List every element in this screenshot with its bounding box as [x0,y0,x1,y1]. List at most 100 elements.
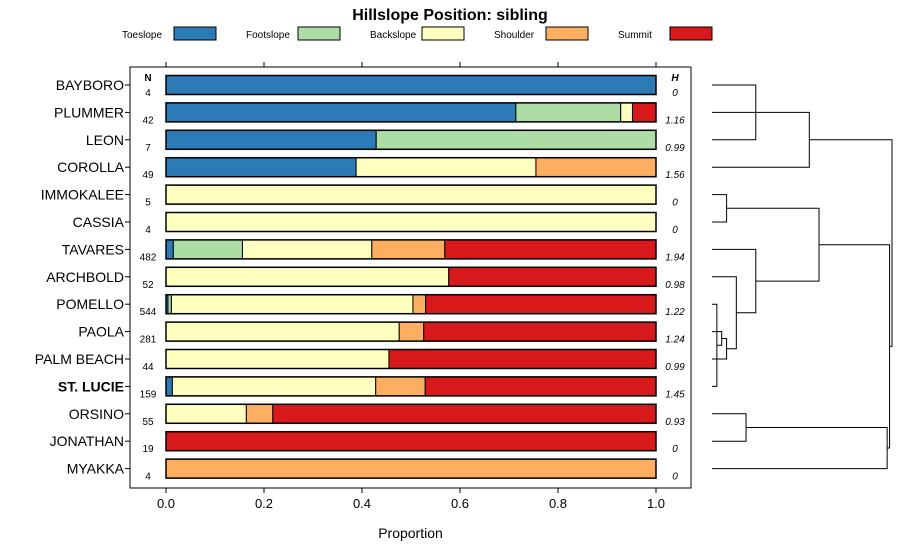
bar-pomello-summit [425,294,657,315]
category-label-corolla: COROLLA [57,159,125,175]
n-value-archbold: 52 [142,280,154,291]
bar-outline-jonathan [165,430,657,452]
bar-outline-pomello [165,293,657,315]
n-value-cassia: 4 [145,225,151,236]
n-value-tavares: 482 [140,252,157,263]
chart-title: Hillslope Position: sibling [352,7,548,24]
x-tick-label: 1.0 [647,496,665,511]
category-label-bayboro: BAYBORO [56,77,124,93]
dendrogram-link-6 [712,413,747,442]
legend-label-backslope: Backslope [370,30,417,41]
bar-tavares-toeslope [165,239,174,260]
h-value-st-lucie: 1.45 [665,389,685,400]
plot-frame [129,66,692,489]
bar-st-lucie-toeslope [165,376,173,397]
h-value-immokalee: 0 [672,198,678,209]
bar-pomello-backslope [170,294,414,315]
bar-corolla-toeslope [165,157,357,178]
bar-paola-summit [423,321,657,342]
legend-swatch-footslope [297,26,341,41]
n-value-palm-beach: 44 [142,362,154,373]
n-value-plummer: 42 [142,115,154,126]
category-label-cassia: CASSIA [73,214,125,230]
bar-jonathan-summit [165,431,657,452]
bar-paola-backslope [165,321,400,342]
category-label-archbold: ARCHBOLD [46,269,124,285]
bar-outline-bayboro [165,74,657,96]
h-value-myakka: 0 [672,472,678,483]
legend-swatch-summit [669,26,713,41]
bar-outline-orsino [165,403,657,425]
bar-outline-palm-beach [165,348,657,370]
bar-archbold-summit [448,266,657,287]
legend-swatch-backslope [421,26,465,41]
bar-outline-myakka [165,458,657,479]
bar-archbold-backslope [165,266,450,287]
bar-orsino-backslope [165,403,247,424]
bar-paola-shoulder [398,321,425,342]
bar-myakka-shoulder [165,458,657,479]
category-label-palm-beach: PALM BEACH [35,351,124,367]
bar-tavares-summit [444,239,657,260]
dendrogram-link-8 [712,248,757,314]
bar-outline-leon [165,129,657,151]
legend-swatch-toeslope [173,26,217,41]
bar-leon-toeslope [165,129,377,150]
category-label-tavares: TAVARES [62,241,124,257]
dendrogram-link-2 [712,194,728,223]
n-value-st-lucie: 159 [140,389,157,400]
category-label-leon: LEON [86,132,124,148]
n-header: N [144,73,151,84]
h-value-jonathan: 0 [672,444,678,455]
bar-cassia-backslope [165,212,657,232]
category-label-pomello: POMELLO [56,296,124,312]
legend-label-toeslope: Toeslope [122,30,162,41]
n-value-jonathan: 19 [142,444,154,455]
h-header: H [671,73,679,84]
dendrogram-link-12 [712,427,888,470]
x-tick-label: 0.6 [451,496,469,511]
bar-outline-tavares [165,239,657,260]
bar-immokalee-backslope [165,184,657,205]
category-label-myakka: MYAKKA [67,461,125,477]
category-label-immokalee: IMMOKALEE [41,187,124,203]
h-value-tavares: 1.94 [665,252,685,263]
n-value-leon: 7 [145,143,151,154]
h-value-corolla: 1.56 [665,170,685,181]
bar-outline-immokalee [165,184,657,205]
x-tick-label: 0.0 [157,496,175,511]
bar-bayboro-toeslope [165,75,657,95]
n-value-orsino: 55 [142,417,154,428]
dendrogram-link-3 [712,303,718,387]
bar-outline-archbold [165,266,657,288]
bar-palm-beach-backslope [165,349,390,369]
bar-plummer-summit [631,102,657,123]
h-value-pomello: 1.22 [665,307,685,318]
bar-st-lucie-backslope [171,376,377,397]
x-tick-label: 0.4 [353,496,371,511]
bar-tavares-backslope [241,239,373,260]
bar-tavares-footslope [172,239,243,260]
category-label-plummer: PLUMMER [54,104,124,120]
h-value-orsino: 0.93 [665,417,685,428]
dendrogram [712,84,893,470]
bar-corolla-shoulder [535,157,657,178]
n-value-bayboro: 4 [145,88,151,99]
bar-leon-footslope [375,129,657,150]
bar-outline-corolla [165,156,657,178]
bar-st-lucie-summit [424,376,657,397]
h-value-leon: 0.99 [665,143,685,154]
dendrogram-link-11 [726,207,820,282]
h-value-paola: 1.24 [665,335,685,346]
bar-plummer-toeslope [165,102,517,123]
bar-outline-st-lucie [165,376,657,397]
bar-outline-cassia [165,211,657,233]
n-value-pomello: 544 [140,307,157,318]
bar-plummer-backslope [620,102,633,123]
category-label-orsino: ORSINO [69,406,124,422]
n-value-immokalee: 5 [145,198,151,209]
n-value-myakka: 4 [145,472,151,483]
dendrogram-link-5 [712,337,728,360]
bar-palm-beach-summit [388,349,657,369]
